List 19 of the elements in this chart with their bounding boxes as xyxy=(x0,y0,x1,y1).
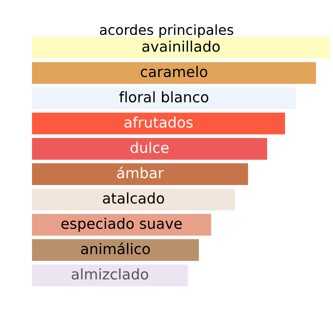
bar xyxy=(32,188,235,210)
y-tick-label: especiado suave xyxy=(61,218,182,232)
bar xyxy=(32,264,188,286)
y-tick-label: atalcado xyxy=(102,192,164,204)
bar xyxy=(32,138,268,160)
bar xyxy=(32,112,285,134)
y-tick-label: afrutados xyxy=(124,116,193,128)
y-tick-label: avainillado xyxy=(142,40,220,52)
y-tick-label: almizclado xyxy=(72,268,148,280)
y-tick-label: animálico xyxy=(81,242,150,254)
y-tick-label: floral blanco xyxy=(119,91,208,102)
y-tick-label: dulce xyxy=(130,142,169,154)
y-tick-label: caramelo xyxy=(140,66,208,78)
bar xyxy=(32,36,330,59)
bar xyxy=(32,239,199,261)
y-tick-label: ámbar xyxy=(117,166,164,178)
chart-title: acordes principales xyxy=(100,24,234,38)
bar xyxy=(32,163,248,186)
bar xyxy=(32,62,316,84)
